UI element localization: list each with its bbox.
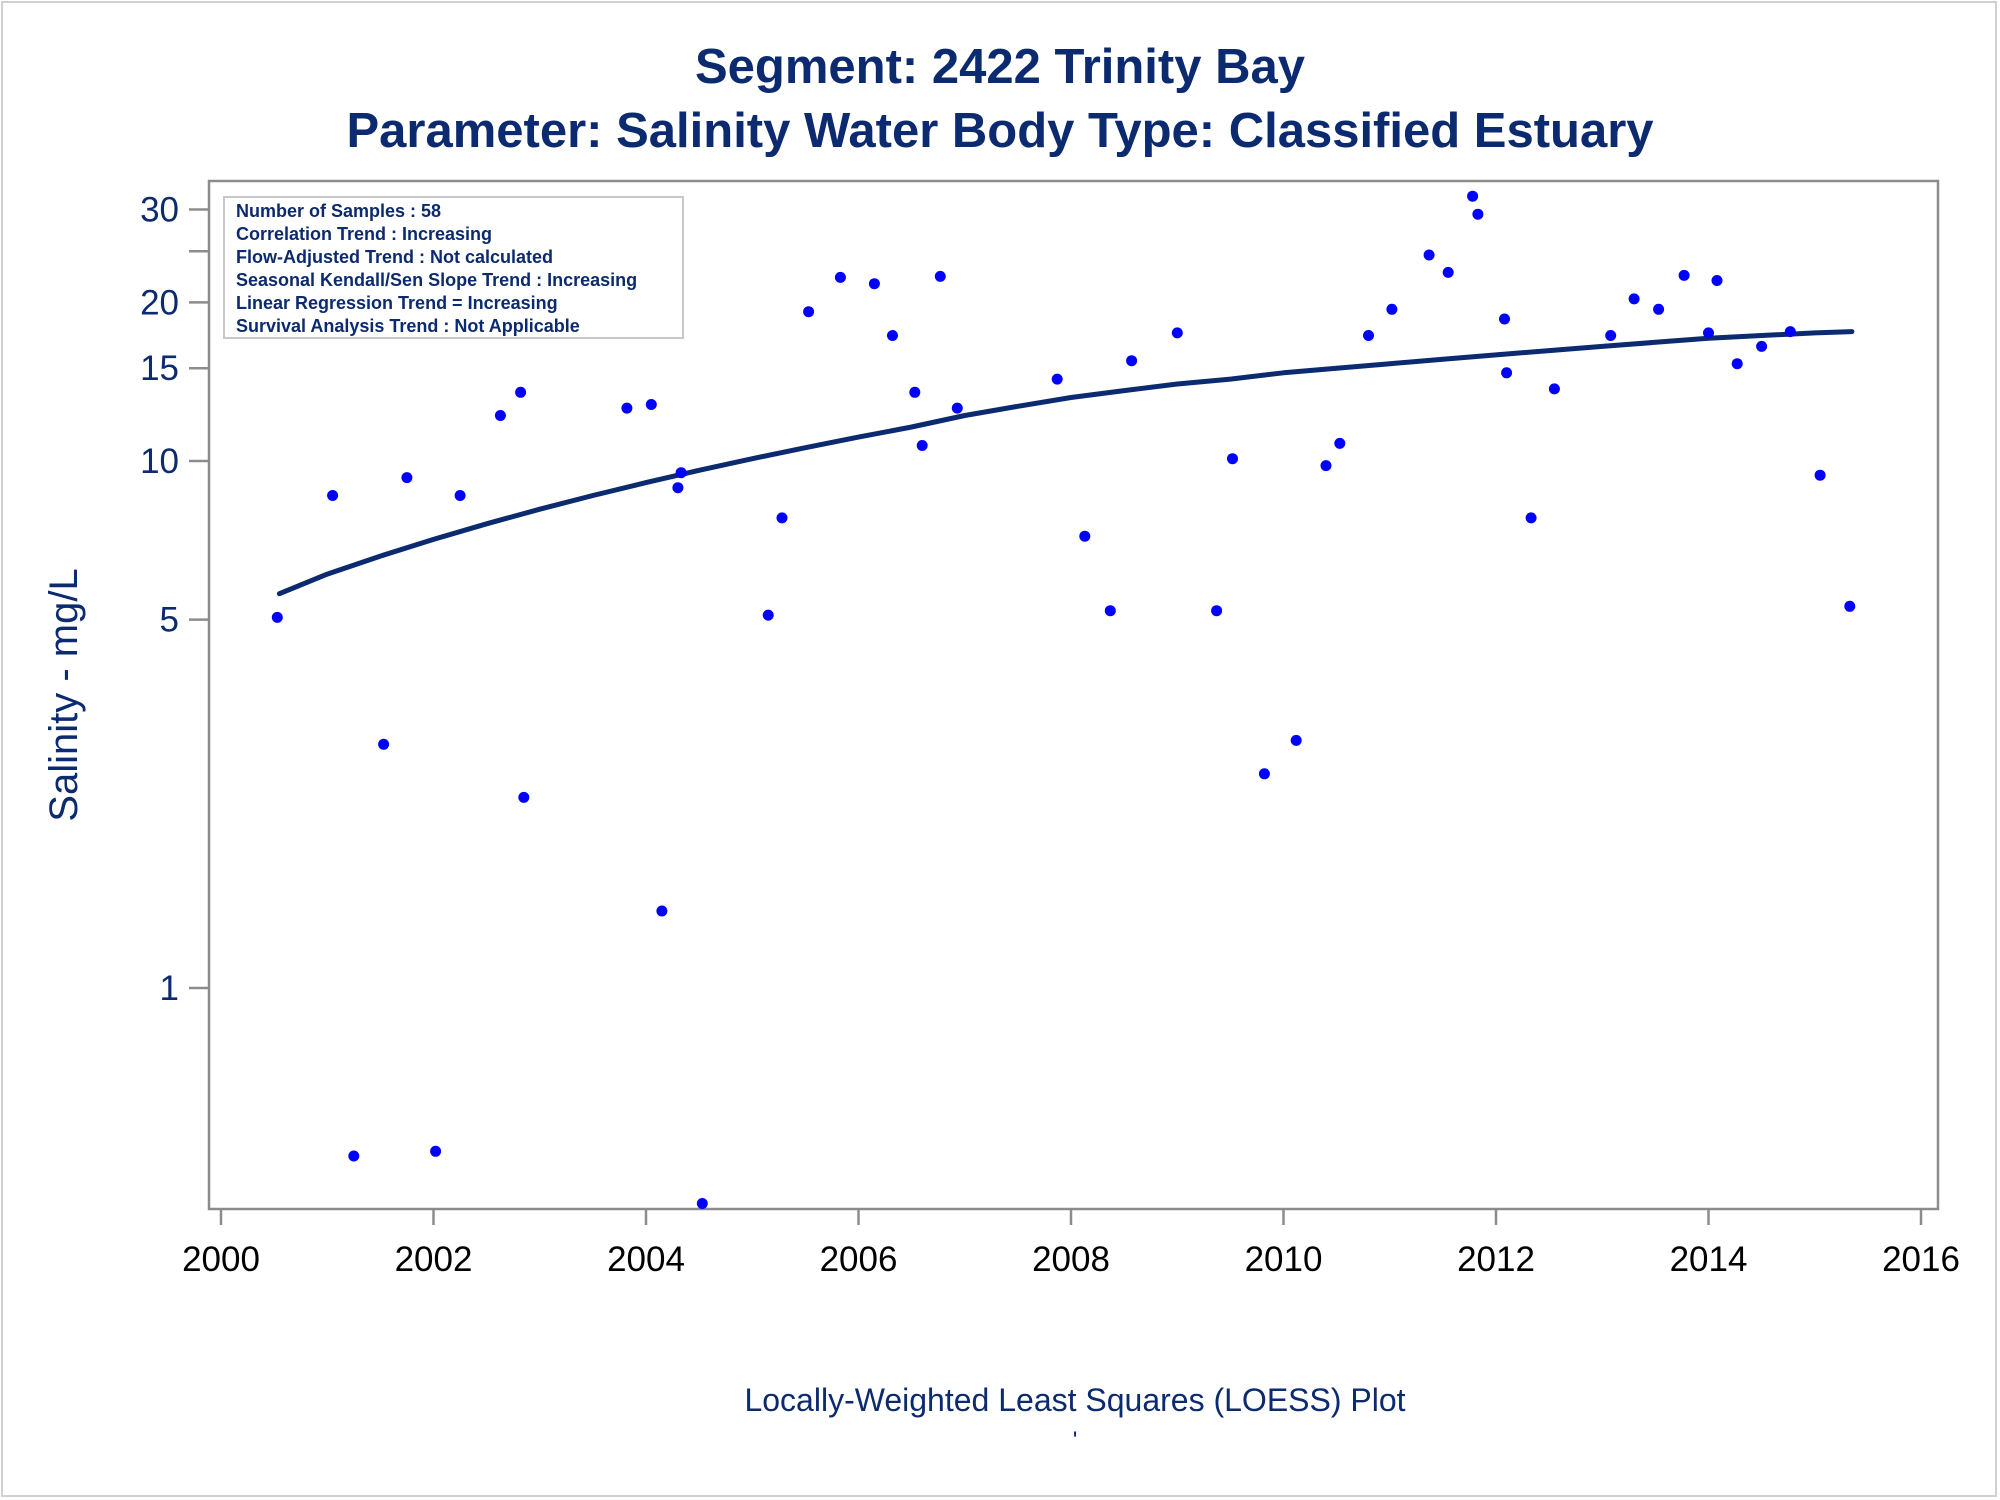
data-point	[518, 791, 530, 803]
data-point	[1423, 249, 1435, 261]
y-tick-label: 15	[140, 349, 179, 388]
x-tick-label: 2014	[1670, 1240, 1748, 1279]
data-point	[1442, 266, 1454, 278]
data-point	[1501, 367, 1513, 379]
data-point	[934, 270, 946, 282]
data-point	[1227, 453, 1238, 465]
data-point	[515, 386, 527, 398]
data-point	[1079, 530, 1091, 542]
chart-title: Segment: 2422 Trinity Bay	[695, 40, 1305, 94]
inset-legend-line: Flow-Adjusted Trend : Not calculated	[236, 247, 553, 267]
data-point	[887, 330, 898, 341]
y-tick-label: 1	[160, 969, 179, 1008]
data-point	[1126, 355, 1138, 367]
data-point	[348, 1150, 360, 1162]
data-point	[645, 399, 657, 410]
data-point	[1320, 460, 1332, 472]
data-point	[696, 1198, 708, 1209]
data-point	[909, 386, 921, 398]
data-point	[1814, 469, 1826, 481]
inset-legend-line: Survival Analysis Trend : Not Applicable	[236, 316, 580, 336]
inset-legend-line: Linear Regression Trend = Increasing	[236, 293, 558, 313]
chart-subtitle: Parameter: Salinity Water Body Type: Cla…	[346, 104, 1653, 158]
x-tick-label: 2010	[1245, 1240, 1323, 1279]
y-tick-label: 5	[160, 601, 179, 640]
data-point	[494, 410, 506, 421]
y-tick-label: 30	[140, 191, 179, 230]
data-point	[378, 738, 390, 750]
y-axis-label: Salinity - mg/L	[42, 568, 86, 821]
data-point	[951, 402, 963, 414]
x-tick-label: 2012	[1457, 1240, 1535, 1279]
data-point	[1334, 437, 1346, 449]
data-point	[1756, 340, 1768, 352]
data-point	[1703, 327, 1714, 339]
data-point	[1104, 605, 1116, 617]
data-point	[1499, 313, 1510, 325]
data-point	[454, 490, 466, 501]
data-point	[1525, 512, 1537, 524]
data-point	[1171, 327, 1183, 339]
data-point	[1844, 600, 1856, 612]
x-tick-label: 2000	[182, 1240, 260, 1279]
x-axis: 2000 2002 2004 2006 2008 2010 2012 2014 2016	[182, 1209, 1960, 1279]
data-point	[1548, 383, 1560, 395]
loess-layer	[276, 329, 1855, 597]
data-point	[1467, 190, 1479, 202]
data-point	[1472, 208, 1484, 220]
data-point	[1290, 734, 1302, 746]
footer-mark: '	[1073, 1427, 1078, 1454]
points-layer	[271, 190, 1856, 1209]
data-point	[868, 278, 880, 290]
x-tick-label: 2004	[607, 1240, 685, 1279]
data-point	[1784, 326, 1796, 338]
data-point	[1678, 269, 1690, 281]
y-tick-label: 10	[140, 442, 179, 481]
data-point	[271, 611, 283, 623]
inset-legend-line: Seasonal Kendall/Sen Slope Trend : Incre…	[236, 270, 637, 290]
x-tick-label: 2006	[820, 1240, 898, 1279]
data-point	[1605, 330, 1617, 341]
footer-text: Locally-Weighted Least Squares (LOESS) P…	[744, 1382, 1405, 1418]
data-point	[621, 402, 633, 414]
data-point	[1628, 293, 1640, 305]
data-point	[776, 512, 788, 524]
x-tick-label: 2008	[1032, 1240, 1110, 1279]
data-point	[762, 609, 774, 621]
plot-area	[207, 179, 1940, 1211]
data-point	[1731, 358, 1743, 370]
data-point	[675, 467, 687, 479]
data-point	[1051, 373, 1063, 385]
data-point	[430, 1145, 442, 1157]
data-point	[916, 440, 928, 451]
loess-curve	[276, 329, 1855, 597]
data-point	[327, 490, 339, 501]
data-point	[1211, 605, 1223, 617]
inset-legend: Number of Samples : 58 Correlation Trend …	[223, 196, 684, 339]
data-point	[1386, 303, 1398, 315]
data-point	[803, 306, 815, 318]
data-point	[1711, 275, 1723, 286]
data-point	[1258, 768, 1270, 780]
data-point	[834, 271, 846, 283]
inset-legend-line: Correlation Trend : Increasing	[236, 224, 492, 244]
data-point	[1653, 303, 1665, 315]
x-tick-label: 2016	[1882, 1240, 1960, 1279]
data-point	[1363, 330, 1374, 341]
data-point	[401, 472, 413, 484]
x-tick-label: 2002	[395, 1240, 473, 1279]
data-point	[656, 905, 668, 917]
data-point	[672, 482, 684, 494]
inset-legend-line: Number of Samples : 58	[236, 201, 441, 221]
y-tick-label: 20	[140, 283, 179, 322]
inset-legend-box	[223, 196, 684, 339]
